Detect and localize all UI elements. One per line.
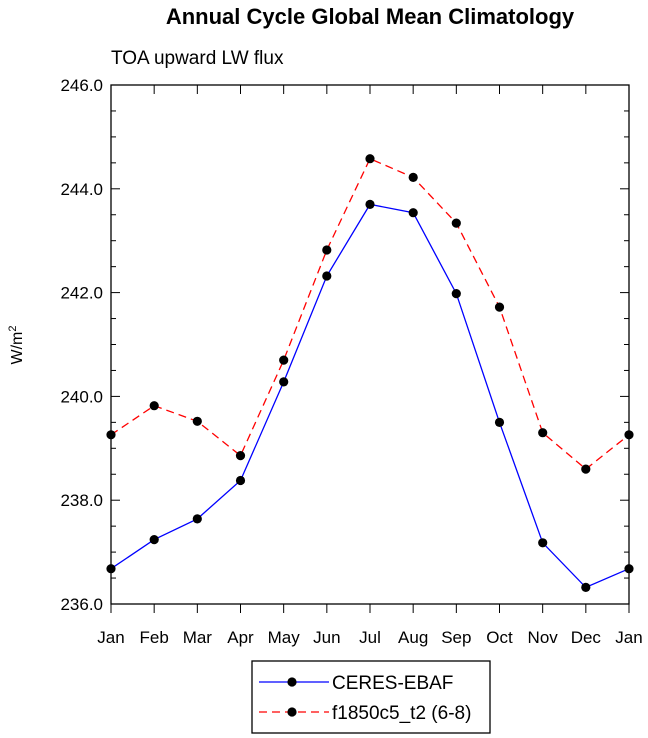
chart-title: Annual Cycle Global Mean Climatology — [166, 4, 575, 29]
series-0-point-5 — [322, 271, 332, 281]
series-1-point-7 — [408, 172, 418, 182]
series-0-point-8 — [451, 289, 461, 299]
legend-entry-0: CERES-EBAF — [332, 673, 453, 694]
series-0-point-7 — [408, 208, 418, 218]
series-0-point-11 — [581, 582, 591, 593]
legend-box — [251, 660, 491, 734]
legend-marker-1 — [287, 707, 297, 717]
x-tick-label: Jan — [97, 628, 124, 647]
y-axis-label: W/m2 — [7, 326, 26, 365]
x-tick-label: Jun — [313, 628, 340, 647]
series-1-point-8 — [451, 218, 461, 228]
y-tick-label: 238.0 — [60, 491, 103, 510]
series-1-point-3 — [235, 451, 246, 461]
series-0-point-4 — [279, 377, 289, 387]
series-1-point-6 — [365, 154, 375, 164]
x-tick-label: May — [268, 628, 301, 647]
series-0-point-3 — [235, 475, 246, 486]
series-1-point-4 — [279, 355, 289, 365]
series-1-point-11 — [581, 464, 591, 474]
series-line-0 — [110, 203, 630, 589]
x-tick-label: Feb — [140, 628, 169, 647]
y-axis-label-text: W/m — [9, 332, 26, 365]
y-tick-label: 244.0 — [60, 180, 103, 199]
x-tick-label: Dec — [571, 628, 602, 647]
x-tick-label: Sep — [441, 628, 471, 647]
series-0-point-6 — [365, 199, 375, 209]
series-1-point-10 — [538, 428, 548, 438]
x-tick-label: Jul — [359, 628, 381, 647]
x-tick-label: Jan — [615, 628, 642, 647]
x-tick-label: Mar — [183, 628, 213, 647]
y-tick-label: 236.0 — [60, 595, 103, 614]
chart-subtitle: TOA upward LW flux — [111, 48, 284, 69]
series-0-point-2 — [192, 514, 202, 524]
series-1-point-5 — [322, 245, 332, 255]
x-tick-label: Apr — [227, 628, 254, 647]
series-1-point-9 — [494, 302, 505, 312]
series-0-point-1 — [149, 535, 159, 545]
x-tick-label: Oct — [486, 628, 513, 647]
y-tick-label: 246.0 — [60, 76, 103, 95]
y-tick-label: 240.0 — [60, 387, 103, 406]
y-axis-label-superscript: 2 — [7, 326, 19, 332]
legend-entry-1: f1850c5_t2 (6-8) — [332, 703, 471, 724]
svg-text:W/m2: W/m2 — [7, 326, 26, 365]
series-1-point-1 — [149, 401, 159, 411]
series-0-point-9 — [494, 417, 505, 427]
x-tick-label: Nov — [528, 628, 559, 647]
y-tick-label: 242.0 — [60, 284, 103, 303]
series-1-point-2 — [192, 416, 202, 426]
series-0-point-10 — [538, 538, 548, 548]
legend-marker-0 — [287, 677, 297, 687]
x-tick-label: Aug — [398, 628, 428, 647]
